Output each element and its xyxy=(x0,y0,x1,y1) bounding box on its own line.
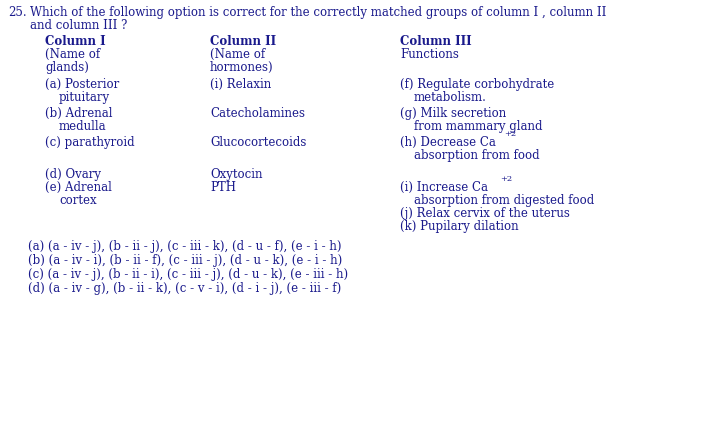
Text: (f) Regulate corbohydrate: (f) Regulate corbohydrate xyxy=(400,78,554,91)
Text: (h) Decrease Ca: (h) Decrease Ca xyxy=(400,136,496,149)
Text: (b) Adrenal: (b) Adrenal xyxy=(45,107,112,120)
Text: (c) parathyroid: (c) parathyroid xyxy=(45,136,134,149)
Text: hormones): hormones) xyxy=(210,61,274,74)
Text: (i) Increase Ca: (i) Increase Ca xyxy=(400,181,488,194)
Text: (b) (a - iv - i), (b - ii - f), (c - iii - j), (d - u - k), (e - i - h): (b) (a - iv - i), (b - ii - f), (c - iii… xyxy=(28,254,342,267)
Text: Column I: Column I xyxy=(45,35,106,48)
Text: (a) Posterior: (a) Posterior xyxy=(45,78,119,91)
Text: (a) (a - iv - j), (b - ii - j), (c - iii - k), (d - u - f), (e - i - h): (a) (a - iv - j), (b - ii - j), (c - iii… xyxy=(28,240,342,253)
Text: absorption from food: absorption from food xyxy=(414,149,540,162)
Text: from mammary gland: from mammary gland xyxy=(414,120,543,133)
Text: Which of the following option is correct for the correctly matched groups of col: Which of the following option is correct… xyxy=(30,6,606,19)
Text: pituitary: pituitary xyxy=(59,91,110,104)
Text: (d) Ovary: (d) Ovary xyxy=(45,168,101,181)
Text: PTH: PTH xyxy=(210,181,236,194)
Text: Functions: Functions xyxy=(400,48,459,61)
Text: Glucocortecoids: Glucocortecoids xyxy=(210,136,306,149)
Text: cortex: cortex xyxy=(59,194,97,207)
Text: (Name of: (Name of xyxy=(45,48,100,61)
Text: (g) Milk secretion: (g) Milk secretion xyxy=(400,107,506,120)
Text: (j) Relax cervix of the uterus: (j) Relax cervix of the uterus xyxy=(400,207,570,220)
Text: Column III: Column III xyxy=(400,35,472,48)
Text: +2: +2 xyxy=(500,175,512,183)
Text: and column III ?: and column III ? xyxy=(30,19,127,32)
Text: Catecholamines: Catecholamines xyxy=(210,107,305,120)
Text: Column II: Column II xyxy=(210,35,276,48)
Text: (k) Pupilary dilation: (k) Pupilary dilation xyxy=(400,220,518,233)
Text: (i) Relaxin: (i) Relaxin xyxy=(210,78,271,91)
Text: medulla: medulla xyxy=(59,120,107,133)
Text: glands): glands) xyxy=(45,61,89,74)
Text: (d) (a - iv - g), (b - ii - k), (c - v - i), (d - i - j), (e - iii - f): (d) (a - iv - g), (b - ii - k), (c - v -… xyxy=(28,282,341,295)
Text: absorption from digested food: absorption from digested food xyxy=(414,194,594,207)
Text: (e) Adrenal: (e) Adrenal xyxy=(45,181,112,194)
Text: 25.: 25. xyxy=(8,6,26,19)
Text: Oxytocin: Oxytocin xyxy=(210,168,262,181)
Text: (Name of: (Name of xyxy=(210,48,265,61)
Text: +2: +2 xyxy=(504,130,516,138)
Text: (c) (a - iv - j), (b - ii - i), (c - iii - j), (d - u - k), (e - iii - h): (c) (a - iv - j), (b - ii - i), (c - iii… xyxy=(28,268,348,281)
Text: metabolism.: metabolism. xyxy=(414,91,487,104)
